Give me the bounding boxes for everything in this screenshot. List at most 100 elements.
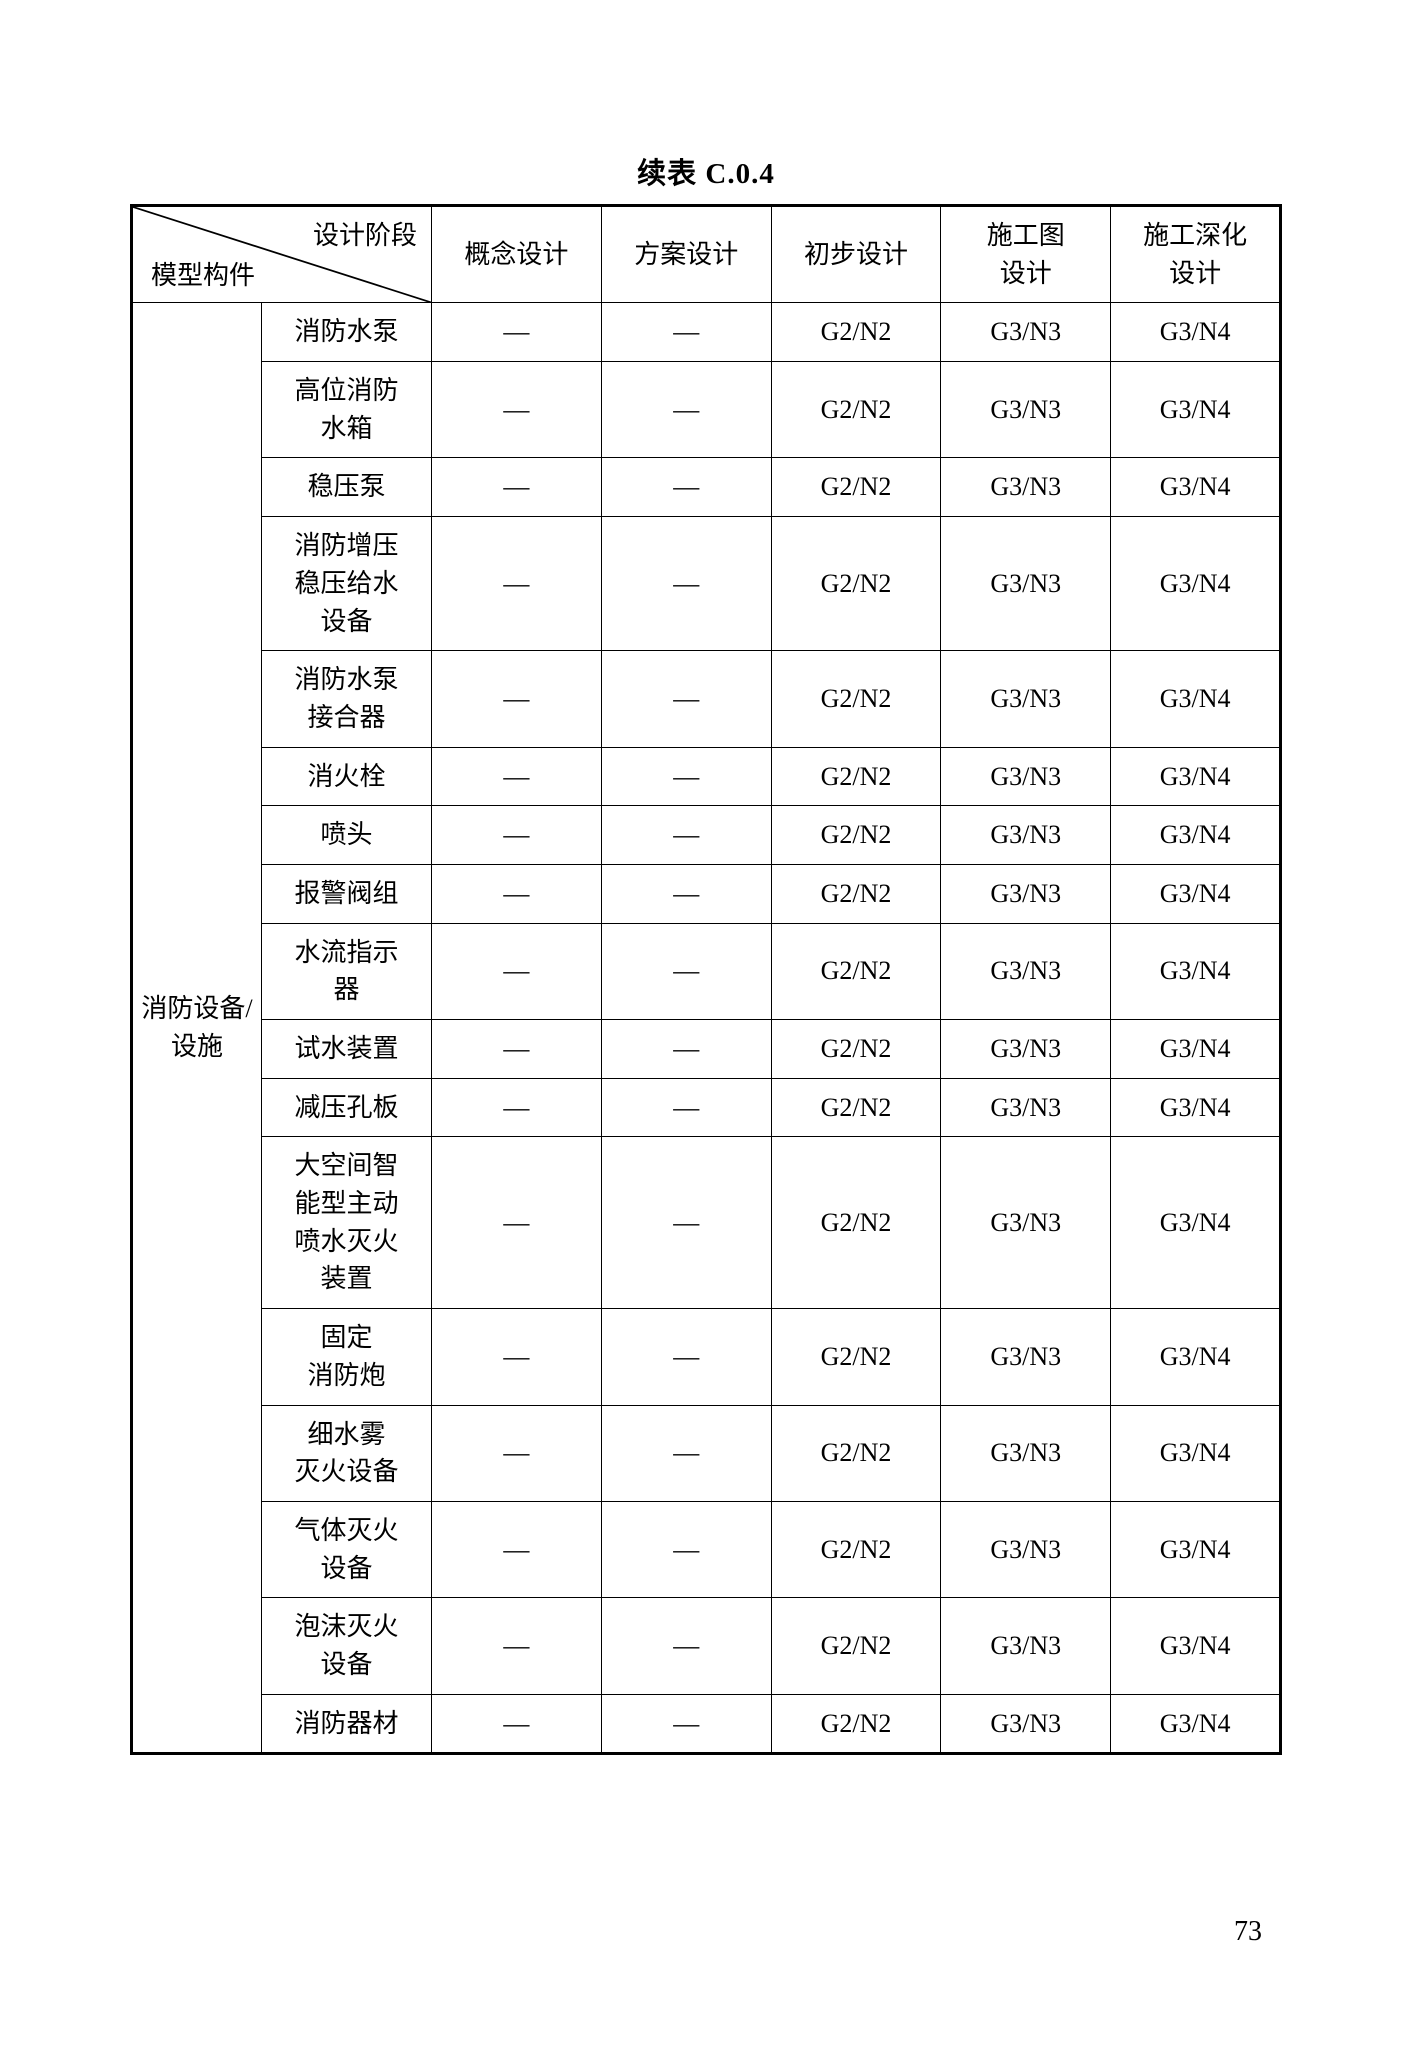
value-cell: — xyxy=(432,1405,602,1501)
value-cell: G3/N3 xyxy=(941,1137,1111,1309)
header-diag-bottom: 模型构件 xyxy=(151,257,255,295)
value-cell: G3/N4 xyxy=(1111,458,1281,517)
item-cell: 减压孔板 xyxy=(262,1078,432,1137)
value-cell: — xyxy=(601,1078,771,1137)
table-row: 消防增压稳压给水设备——G2/N2G3/N3G3/N4 xyxy=(132,517,1281,651)
value-cell: G2/N2 xyxy=(771,651,941,747)
value-cell: G2/N2 xyxy=(771,1405,941,1501)
value-cell: G3/N4 xyxy=(1111,1137,1281,1309)
value-cell: G3/N4 xyxy=(1111,1501,1281,1597)
value-cell: G3/N4 xyxy=(1111,517,1281,651)
item-cell: 大空间智能型主动喷水灭火装置 xyxy=(262,1137,432,1309)
value-cell: G3/N4 xyxy=(1111,1694,1281,1754)
item-cell: 喷头 xyxy=(262,806,432,865)
value-cell: — xyxy=(601,458,771,517)
value-cell: — xyxy=(601,1598,771,1694)
item-cell: 试水装置 xyxy=(262,1020,432,1079)
value-cell: G3/N3 xyxy=(941,1309,1111,1405)
value-cell: G3/N3 xyxy=(941,747,1111,806)
table-row: 稳压泵——G2/N2G3/N3G3/N4 xyxy=(132,458,1281,517)
value-cell: G3/N3 xyxy=(941,1501,1111,1597)
col-header: 施工深化设计 xyxy=(1111,206,1281,303)
value-cell: G3/N3 xyxy=(941,1694,1111,1754)
value-cell: G2/N2 xyxy=(771,806,941,865)
item-cell: 消防水泵接合器 xyxy=(262,651,432,747)
value-cell: G2/N2 xyxy=(771,1020,941,1079)
value-cell: G3/N4 xyxy=(1111,1020,1281,1079)
value-cell: — xyxy=(601,517,771,651)
table-row: 固定消防炮——G2/N2G3/N3G3/N4 xyxy=(132,1309,1281,1405)
col-header: 施工图设计 xyxy=(941,206,1111,303)
value-cell: G3/N3 xyxy=(941,1598,1111,1694)
page-number: 73 xyxy=(1234,1916,1262,1948)
value-cell: G3/N3 xyxy=(941,362,1111,458)
header-diag-top: 设计阶段 xyxy=(313,217,417,255)
value-cell: G3/N3 xyxy=(941,651,1111,747)
value-cell: G3/N4 xyxy=(1111,1078,1281,1137)
col-header: 初步设计 xyxy=(771,206,941,303)
value-cell: — xyxy=(432,517,602,651)
value-cell: G3/N4 xyxy=(1111,1405,1281,1501)
value-cell: G2/N2 xyxy=(771,458,941,517)
value-cell: — xyxy=(601,1501,771,1597)
table-body: 消防设备/设施消防水泵——G2/N2G3/N3G3/N4高位消防水箱——G2/N… xyxy=(132,303,1281,1754)
item-cell: 固定消防炮 xyxy=(262,1309,432,1405)
value-cell: G3/N3 xyxy=(941,1078,1111,1137)
table-row: 报警阀组——G2/N2G3/N3G3/N4 xyxy=(132,864,1281,923)
table-row: 高位消防水箱——G2/N2G3/N3G3/N4 xyxy=(132,362,1281,458)
table-row: 细水雾灭火设备——G2/N2G3/N3G3/N4 xyxy=(132,1405,1281,1501)
table-row: 喷头——G2/N2G3/N3G3/N4 xyxy=(132,806,1281,865)
value-cell: — xyxy=(432,651,602,747)
value-cell: G3/N3 xyxy=(941,303,1111,362)
value-cell: — xyxy=(601,651,771,747)
table-row: 减压孔板——G2/N2G3/N3G3/N4 xyxy=(132,1078,1281,1137)
value-cell: — xyxy=(432,806,602,865)
table-header-row: 设计阶段 模型构件 概念设计 方案设计 初步设计 施工图设计 施工深化设计 xyxy=(132,206,1281,303)
col-header: 概念设计 xyxy=(432,206,602,303)
value-cell: — xyxy=(601,1309,771,1405)
table-title: 续表 C.0.4 xyxy=(130,150,1282,192)
item-cell: 消防水泵 xyxy=(262,303,432,362)
spec-table: 设计阶段 模型构件 概念设计 方案设计 初步设计 施工图设计 施工深化设计 消防… xyxy=(130,204,1282,1755)
value-cell: G3/N4 xyxy=(1111,303,1281,362)
value-cell: G3/N4 xyxy=(1111,362,1281,458)
table-row: 水流指示器——G2/N2G3/N3G3/N4 xyxy=(132,923,1281,1019)
value-cell: — xyxy=(432,1309,602,1405)
table-row: 消火栓——G2/N2G3/N3G3/N4 xyxy=(132,747,1281,806)
item-cell: 高位消防水箱 xyxy=(262,362,432,458)
value-cell: G3/N3 xyxy=(941,806,1111,865)
value-cell: G3/N3 xyxy=(941,458,1111,517)
category-cell: 消防设备/设施 xyxy=(132,303,262,1754)
value-cell: G2/N2 xyxy=(771,747,941,806)
value-cell: G2/N2 xyxy=(771,1598,941,1694)
value-cell: — xyxy=(601,303,771,362)
value-cell: G3/N3 xyxy=(941,517,1111,651)
value-cell: — xyxy=(601,1405,771,1501)
item-cell: 水流指示器 xyxy=(262,923,432,1019)
value-cell: — xyxy=(432,1598,602,1694)
value-cell: G2/N2 xyxy=(771,1309,941,1405)
value-cell: G2/N2 xyxy=(771,1078,941,1137)
value-cell: G2/N2 xyxy=(771,1694,941,1754)
value-cell: — xyxy=(601,1020,771,1079)
value-cell: G2/N2 xyxy=(771,362,941,458)
item-cell: 报警阀组 xyxy=(262,864,432,923)
value-cell: — xyxy=(432,1020,602,1079)
value-cell: — xyxy=(432,303,602,362)
value-cell: G2/N2 xyxy=(771,1137,941,1309)
value-cell: — xyxy=(432,747,602,806)
item-cell: 泡沫灭火设备 xyxy=(262,1598,432,1694)
table-row: 消防器材——G2/N2G3/N3G3/N4 xyxy=(132,1694,1281,1754)
item-cell: 细水雾灭火设备 xyxy=(262,1405,432,1501)
value-cell: G3/N3 xyxy=(941,923,1111,1019)
value-cell: G3/N4 xyxy=(1111,806,1281,865)
value-cell: — xyxy=(432,1501,602,1597)
item-cell: 消防器材 xyxy=(262,1694,432,1754)
value-cell: G3/N4 xyxy=(1111,651,1281,747)
value-cell: — xyxy=(432,1137,602,1309)
value-cell: G3/N4 xyxy=(1111,1309,1281,1405)
value-cell: G3/N4 xyxy=(1111,923,1281,1019)
value-cell: G2/N2 xyxy=(771,1501,941,1597)
value-cell: — xyxy=(432,1694,602,1754)
value-cell: — xyxy=(432,923,602,1019)
